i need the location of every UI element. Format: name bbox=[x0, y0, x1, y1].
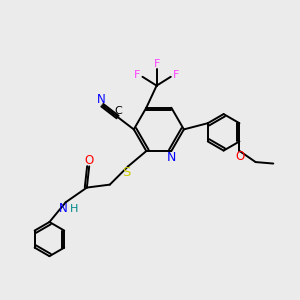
Text: F: F bbox=[154, 59, 160, 69]
Text: C: C bbox=[114, 106, 122, 116]
Text: N: N bbox=[167, 151, 176, 164]
Text: H: H bbox=[70, 204, 78, 214]
Text: N: N bbox=[97, 93, 106, 106]
Text: F: F bbox=[134, 70, 140, 80]
Text: N: N bbox=[59, 202, 68, 215]
Text: F: F bbox=[173, 70, 179, 80]
Text: S: S bbox=[122, 166, 131, 179]
Text: O: O bbox=[84, 154, 93, 167]
Text: O: O bbox=[236, 150, 244, 163]
